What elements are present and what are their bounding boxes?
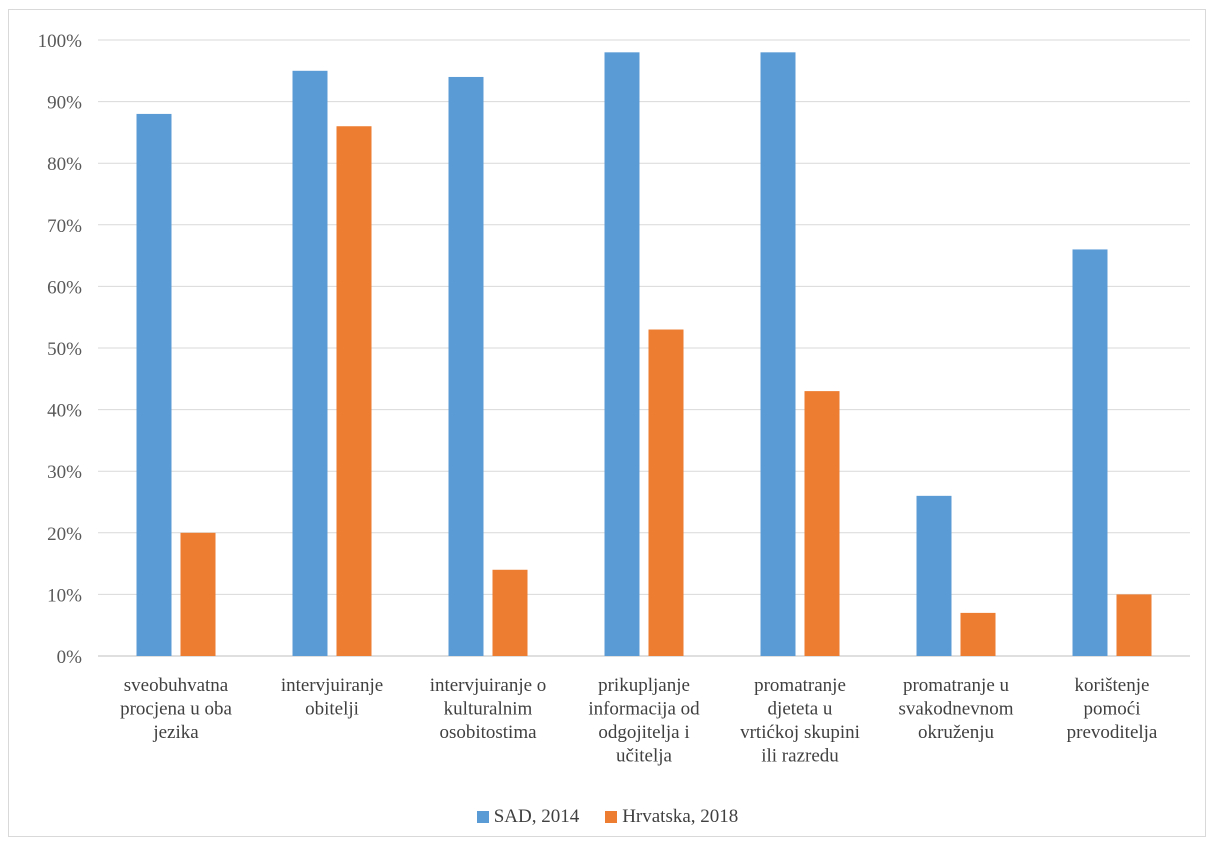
- x-category-label: sveobuhvatna procjena u oba jezika: [120, 675, 232, 743]
- bar-sad: [136, 113, 172, 657]
- legend-swatch-sad: [476, 811, 489, 823]
- bar-hrvatska: [960, 612, 996, 656]
- legend-item-sad: SAD, 2014: [476, 806, 580, 828]
- bar-hrvatska: [492, 569, 528, 656]
- y-tick-label: 60%: [47, 277, 82, 298]
- bar-sad: [292, 70, 328, 657]
- bar-hrvatska: [336, 126, 372, 657]
- y-tick-label: 0%: [57, 647, 83, 668]
- bar-sad: [448, 76, 484, 656]
- y-tick-label: 40%: [47, 401, 82, 422]
- y-tick-label: 80%: [47, 154, 82, 175]
- x-category-label: korištenje pomoći prevoditelja: [1067, 675, 1158, 743]
- legend: SAD, 2014 Hrvatska, 2018: [0, 806, 1215, 828]
- legend-label-sad: SAD, 2014: [493, 806, 580, 827]
- y-tick-label: 50%: [47, 339, 82, 360]
- bar-hrvatska: [804, 391, 840, 656]
- y-tick-label: 70%: [47, 216, 82, 237]
- legend-item-hrvatska: Hrvatska, 2018: [605, 806, 738, 828]
- legend-label-hrvatska: Hrvatska, 2018: [622, 806, 739, 827]
- x-category-label: promatranje u svakodnevnom okruženju: [898, 675, 1013, 743]
- bar-sad: [916, 495, 952, 656]
- bar-hrvatska: [648, 329, 684, 656]
- y-tick-label: 30%: [47, 462, 82, 483]
- x-category-label: intervjuiranje obitelji: [281, 675, 383, 720]
- legend-swatch-hrvatska: [605, 811, 618, 823]
- bar-hrvatska: [1116, 594, 1152, 656]
- bar-sad: [604, 52, 640, 656]
- y-tick-label: 90%: [47, 93, 82, 114]
- y-tick-label: 100%: [38, 31, 83, 52]
- bar-sad: [1072, 249, 1108, 656]
- bar-sad: [760, 52, 796, 656]
- y-tick-label: 10%: [47, 585, 82, 606]
- x-category-label: promatranje djeteta u vrtićkoj skupini ili …: [740, 675, 860, 767]
- y-tick-label: 20%: [47, 524, 82, 545]
- x-category-label: intervjuiranje o kulturalnim osobitostima: [430, 675, 547, 743]
- bar-hrvatska: [180, 532, 216, 656]
